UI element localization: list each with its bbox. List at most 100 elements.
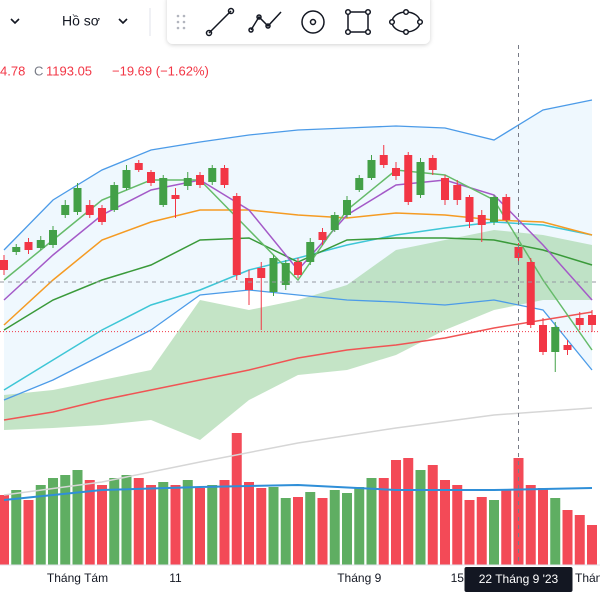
volume-bar <box>121 475 132 565</box>
candle-body <box>514 247 523 258</box>
candle-body <box>73 188 82 212</box>
candle-body <box>416 162 425 195</box>
volume-bar <box>391 460 401 565</box>
legend-close-label: C <box>34 63 43 78</box>
candle-body <box>98 208 106 222</box>
candle-body <box>355 178 364 190</box>
volume-bar <box>244 482 254 565</box>
path-tool[interactable] <box>248 11 282 33</box>
candle-body <box>563 345 572 350</box>
candle-body <box>294 262 302 275</box>
volume-bar <box>256 488 267 565</box>
candle-body <box>539 325 547 352</box>
volume-bar <box>268 487 279 565</box>
volume-bar <box>72 470 83 565</box>
x-tick-label: Tháng Tám <box>47 571 108 585</box>
candle-body <box>49 230 57 245</box>
volume-bar <box>550 498 561 565</box>
trend-line-tool[interactable] <box>205 7 235 37</box>
volume-bar <box>317 498 328 565</box>
chevron[interactable] <box>10 18 20 25</box>
candle-body <box>306 242 315 262</box>
volume-bar <box>489 500 499 565</box>
candle-body <box>379 155 388 165</box>
candle-body <box>122 170 131 188</box>
candle-body <box>232 196 241 275</box>
volume-bar <box>146 485 156 565</box>
candle-body <box>171 195 180 199</box>
candle-body <box>134 163 143 170</box>
volume-bar <box>329 490 340 565</box>
volume-bar <box>170 485 181 565</box>
volume-bar <box>342 493 352 565</box>
candle-body <box>208 168 217 182</box>
volume-bar <box>0 495 9 565</box>
ellipse-tool[interactable] <box>388 8 424 36</box>
volume-bar <box>60 475 71 565</box>
profile-button[interactable]: Hồ sơ <box>62 13 100 29</box>
indicator-line <box>3 311 593 421</box>
x-tick-label: Tháng <box>575 571 600 585</box>
volume-bar <box>133 478 144 565</box>
candle-body <box>428 158 437 170</box>
volume-ma <box>3 483 593 501</box>
volume-bar <box>35 485 46 565</box>
candle-body <box>12 247 21 252</box>
crosshair-label-box <box>464 567 573 592</box>
volume-bar <box>97 485 107 565</box>
candle-body <box>24 242 33 250</box>
volume-bar <box>587 525 597 565</box>
candle-body <box>0 260 8 270</box>
candle-body <box>147 172 155 183</box>
candle-body <box>526 262 535 325</box>
candle-body <box>551 327 560 352</box>
legend-close: 1193.05 <box>46 63 92 78</box>
band-lower <box>3 289 593 401</box>
circle-tool[interactable] <box>301 10 325 34</box>
candle-body <box>220 168 229 185</box>
volume-bar <box>440 480 450 565</box>
candle-body <box>575 318 584 325</box>
price-pane <box>0 99 600 565</box>
candle-body <box>404 155 413 202</box>
x-tick-label: 11 <box>169 571 182 585</box>
rectangle-tool[interactable] <box>344 8 372 36</box>
candle-body <box>490 197 498 222</box>
legend-change: −19.69 (−1.62%) <box>112 63 209 78</box>
profile-chevron[interactable] <box>118 18 128 25</box>
candle-body <box>502 197 511 220</box>
volume-bar <box>158 482 169 565</box>
candle-body <box>465 197 474 222</box>
volume-bar <box>403 458 414 565</box>
volume-bar <box>538 488 548 565</box>
volume-bar <box>501 490 512 565</box>
candle-body <box>245 278 253 290</box>
volume-bar <box>378 478 389 565</box>
candle-body <box>330 215 339 230</box>
volume-bar <box>427 465 438 565</box>
candle-body <box>588 315 596 325</box>
volume-bar <box>476 497 487 565</box>
time-axis-labels: Tháng Tám 11 Tháng 9 15 Tháng 22 Tháng 9 '23 <box>47 567 600 592</box>
legend-low: 4.78 <box>0 63 25 78</box>
overlay-layer <box>0 45 600 565</box>
volume-bar <box>354 487 365 565</box>
candle-body <box>392 168 400 176</box>
volume-bar <box>305 492 316 565</box>
volume-bar <box>464 500 475 565</box>
volume-bar <box>48 478 58 565</box>
volume-bar <box>11 490 22 565</box>
volume-bar <box>562 510 573 565</box>
candle-body <box>281 263 290 285</box>
band-upper <box>3 99 593 251</box>
candle-body <box>453 185 462 200</box>
cloud <box>4 230 592 440</box>
candle-body <box>110 185 119 210</box>
candle-body <box>183 178 192 186</box>
candle-body <box>318 232 327 240</box>
drag-handle[interactable] <box>176 14 186 30</box>
candle-body <box>196 175 204 185</box>
candle-body <box>257 268 266 278</box>
candle-body <box>61 205 70 215</box>
